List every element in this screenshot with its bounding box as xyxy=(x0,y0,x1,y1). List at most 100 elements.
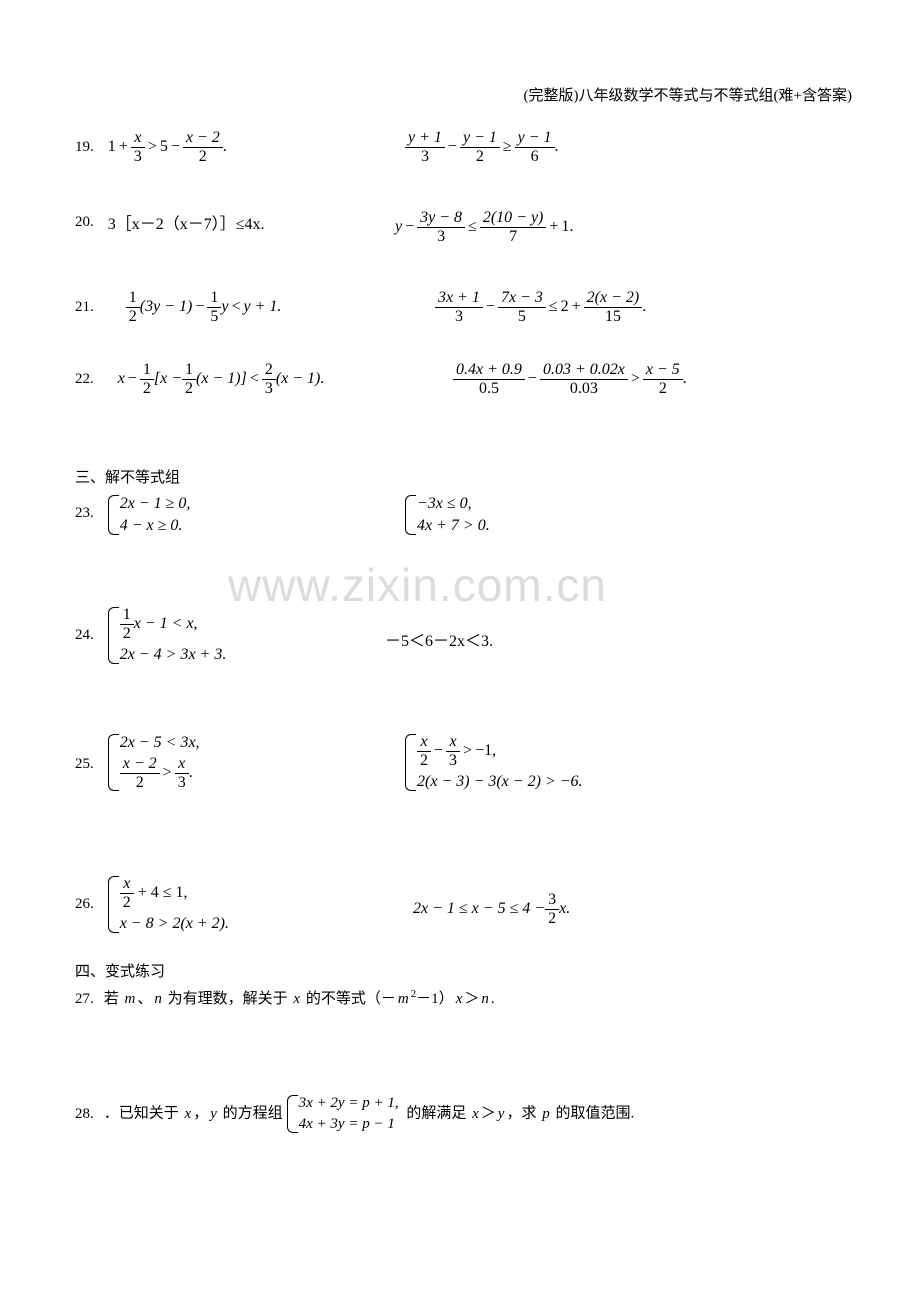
problem-20-right: y−3y − 83≤2(10 − y)7+1. xyxy=(395,210,573,245)
text: . xyxy=(642,298,646,315)
denominator: 3 xyxy=(405,148,445,165)
problem-21-left: 12(3y − 1)−15y<y + 1. xyxy=(126,290,282,325)
op: + xyxy=(116,138,131,155)
fraction: x2 xyxy=(417,734,431,769)
text: y + 1. xyxy=(243,298,281,315)
text: 2 xyxy=(561,298,569,315)
numerator: 0.03 + 0.02x xyxy=(540,362,628,380)
text: (x − 1)] xyxy=(196,370,247,387)
system: 2x − 1 ≥ 0, 4 − x ≥ 0. xyxy=(108,493,191,537)
text: 的方程组 xyxy=(219,1106,283,1122)
text: . xyxy=(223,138,227,155)
system-line: 2(x − 3) − 3(x − 2) > −6. xyxy=(417,771,583,793)
op: − xyxy=(192,298,207,315)
op: − xyxy=(525,370,540,387)
numerator: 1 xyxy=(126,290,140,308)
problem-25-left: 2x − 5 < 3x, x − 22>x3. xyxy=(108,732,200,793)
problem-23: 23. 2x − 1 ≥ 0, 4 − x ≥ 0. −3x ≤ 0, 4x +… xyxy=(75,493,860,545)
text: [x − xyxy=(154,370,182,387)
system-line: 4x + 7 > 0. xyxy=(417,515,490,537)
numerator: x − 2 xyxy=(183,130,223,148)
op: ≤ xyxy=(465,218,480,235)
var: x xyxy=(183,1106,194,1122)
numerator: y − 1 xyxy=(460,130,500,148)
problem-23-right: −3x ≤ 0, 4x + 7 > 0. xyxy=(405,493,490,537)
op: > xyxy=(628,370,643,387)
fraction: 0.4x + 0.90.5 xyxy=(453,362,525,397)
fraction: y − 16 xyxy=(515,130,555,165)
system: 12x − 1 < x, 2x − 4 > 3x + 3. xyxy=(108,605,227,666)
op: + xyxy=(546,218,561,235)
numerator: x xyxy=(175,756,189,774)
denominator: 2 xyxy=(183,148,223,165)
var: m xyxy=(123,991,138,1007)
text: 为有理数，解关于 xyxy=(164,991,292,1007)
problem-number: 25. xyxy=(75,732,94,773)
text: . xyxy=(683,370,687,387)
op: ＞ xyxy=(464,991,479,1007)
denominator: 6 xyxy=(515,148,555,165)
system-line: 2x − 1 ≥ 0, xyxy=(120,493,191,515)
op: > xyxy=(145,138,160,155)
text: 的不等式（－ xyxy=(302,991,396,1007)
op: < xyxy=(247,370,262,387)
numerator: 1 xyxy=(120,607,134,625)
denominator: 0.5 xyxy=(453,380,525,397)
problem-24-right: －5＜6－2x＜3. xyxy=(385,627,493,651)
problem-number: 27. xyxy=(75,991,94,1008)
problem-19: 19. 1+x3>5−x − 22. y + 13−y − 12≥y − 16. xyxy=(75,130,860,200)
problem-20: 20. 3［x－2（x－7）］≤4x. y−3y − 83≤2(10 − y)7… xyxy=(75,210,860,280)
problem-22: 22. x−12[x −12(x − 1)]<23(x − 1). 0.4x +… xyxy=(75,362,860,426)
problem-21: 21. 12(3y − 1)−15y<y + 1. 3x + 13−7x − 3… xyxy=(75,290,860,354)
op: < xyxy=(228,298,243,315)
text: 1 xyxy=(108,138,116,155)
problem-26-left: x2 + 4 ≤ 1, x − 8 > 2(x + 2). xyxy=(108,874,229,935)
problem-23-left: 2x − 1 ≥ 0, 4 − x ≥ 0. xyxy=(108,493,191,537)
denominator: 2 xyxy=(417,752,431,769)
fraction: x − 22 xyxy=(183,130,223,165)
fraction: x3 xyxy=(175,756,189,791)
problem-number: 24. xyxy=(75,605,94,644)
problem-number: 19. xyxy=(75,139,94,156)
page-header: (完整版)八年级数学不等式与不等式组(难+含答案) xyxy=(524,84,852,105)
denominator: 2 xyxy=(120,625,134,642)
text: ，求 xyxy=(506,1106,540,1122)
system-line: 4x + 3y = p − 1 xyxy=(299,1114,399,1135)
problem-number: 21. xyxy=(75,299,94,316)
denominator: 0.03 xyxy=(540,380,628,397)
fraction: 15 xyxy=(207,290,221,325)
numerator: 2(x − 2) xyxy=(584,290,643,308)
problem-24-left: 12x − 1 < x, 2x − 4 > 3x + 3. xyxy=(108,605,227,666)
text: ．已知关于 xyxy=(104,1106,183,1122)
problem-number: 22. xyxy=(75,371,94,388)
expression: 3［x－2（x－7）］≤4x. xyxy=(108,216,265,233)
fraction: 12 xyxy=(126,290,140,325)
system-line: x2−x3>−1, xyxy=(417,732,583,771)
problem-22-right: 0.4x + 0.90.5−0.03 + 0.02x0.03>x − 52. xyxy=(453,362,687,397)
denominator: 2 xyxy=(460,148,500,165)
numerator: 2(10 − y) xyxy=(480,210,547,228)
denominator: 3 xyxy=(446,752,460,769)
denominator: 2 xyxy=(120,894,134,911)
system-line: −3x ≤ 0, xyxy=(417,493,490,515)
fraction: y − 12 xyxy=(460,130,500,165)
var: x xyxy=(291,991,302,1007)
text: ， xyxy=(193,1106,208,1122)
problem-22-left: x−12[x −12(x − 1)]<23(x − 1). xyxy=(118,362,325,397)
text: (3y − 1) xyxy=(140,298,193,315)
text: 若 xyxy=(104,991,123,1007)
problem-24: 24. 12x − 1 < x, 2x − 4 > 3x + 3. －5＜6－2… xyxy=(75,605,860,677)
text: 1. xyxy=(561,218,573,235)
denominator: 7 xyxy=(480,228,547,245)
denominator: 3 xyxy=(417,228,465,245)
op: − xyxy=(402,218,417,235)
problem-25-right: x2−x3>−1, 2(x − 3) − 3(x − 2) > −6. xyxy=(405,732,583,793)
numerator: y + 1 xyxy=(405,130,445,148)
fraction: 3x + 13 xyxy=(435,290,483,325)
denominator: 2 xyxy=(126,308,140,325)
var: n xyxy=(479,991,491,1007)
problem-28: 28.．已知关于 x，y 的方程组3x + 2y = p + 1,4x + 3y… xyxy=(75,1093,860,1135)
problem-26: 26. x2 + 4 ≤ 1, x − 8 > 2(x + 2). 2x − 1… xyxy=(75,874,860,946)
problem-25: 25. 2x − 5 < 3x, x − 22>x3. x2−x3>−1, 2(… xyxy=(75,732,860,812)
problem-27: 27.若 m、n 为有理数，解关于 x 的不等式（－m2－1）x＞n. xyxy=(75,987,860,1008)
